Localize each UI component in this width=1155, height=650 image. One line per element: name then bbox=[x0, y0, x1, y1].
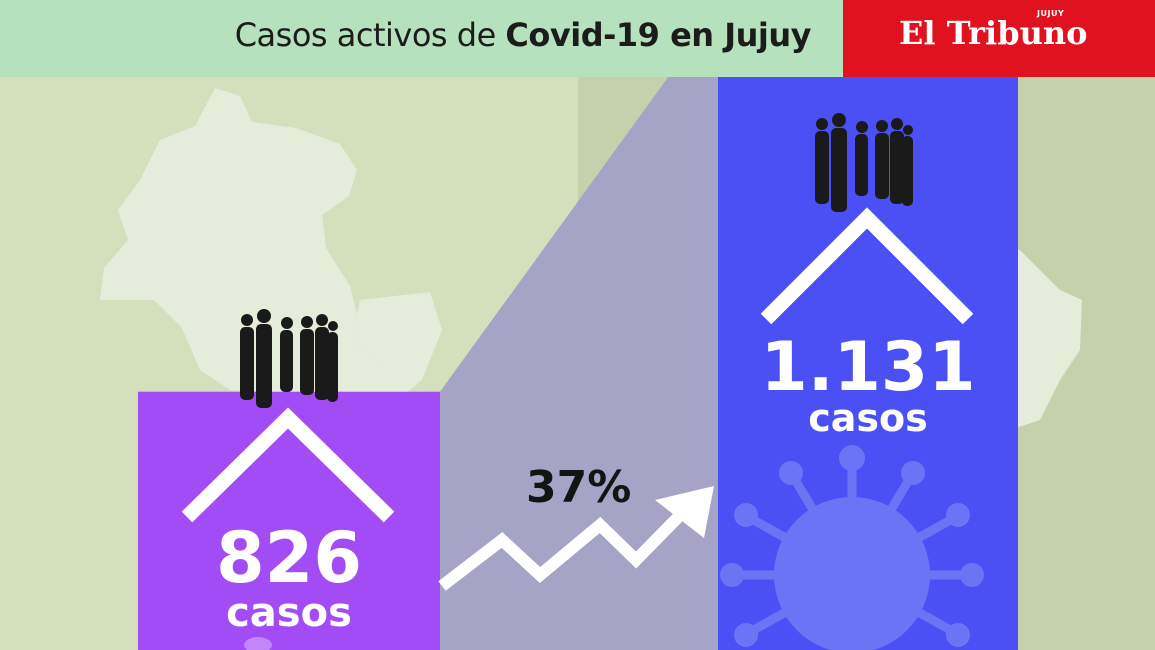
growth-arrow-icon bbox=[438, 500, 695, 591]
arrow-head-icon bbox=[655, 486, 714, 538]
unit-label-1131: casos bbox=[808, 396, 928, 440]
house-roof-icon bbox=[181, 407, 395, 523]
logo-name: El Tribuno bbox=[899, 14, 1088, 52]
bar-bottom-highlight bbox=[244, 637, 272, 650]
virus-icon bbox=[720, 445, 984, 650]
map-jujuy-left-east bbox=[352, 292, 442, 400]
logo-region: JUJUY bbox=[1037, 9, 1065, 18]
title-bold: Covid-19 en Jujuy bbox=[505, 16, 811, 54]
people-group-icon bbox=[815, 113, 913, 212]
unit-label-826: casos bbox=[226, 590, 352, 636]
data-label-826: 826 bbox=[215, 517, 363, 599]
data-label-1131: 1.131 bbox=[760, 328, 976, 407]
el-tribuno-logo[interactable]: JUJUY El Tribuno bbox=[843, 0, 1155, 77]
header-bar: Casos activos de Covid-19 en Jujuy bbox=[0, 0, 843, 77]
bar-826-casos bbox=[138, 391, 440, 650]
people-group-icon bbox=[240, 309, 338, 408]
title-prefix: Casos activos de bbox=[234, 16, 506, 54]
house-roof-icon bbox=[760, 207, 974, 325]
growth-connector bbox=[440, 8, 718, 650]
change-percent-label: 37% bbox=[526, 462, 632, 513]
page-title: Casos activos de Covid-19 en Jujuy bbox=[234, 16, 812, 54]
